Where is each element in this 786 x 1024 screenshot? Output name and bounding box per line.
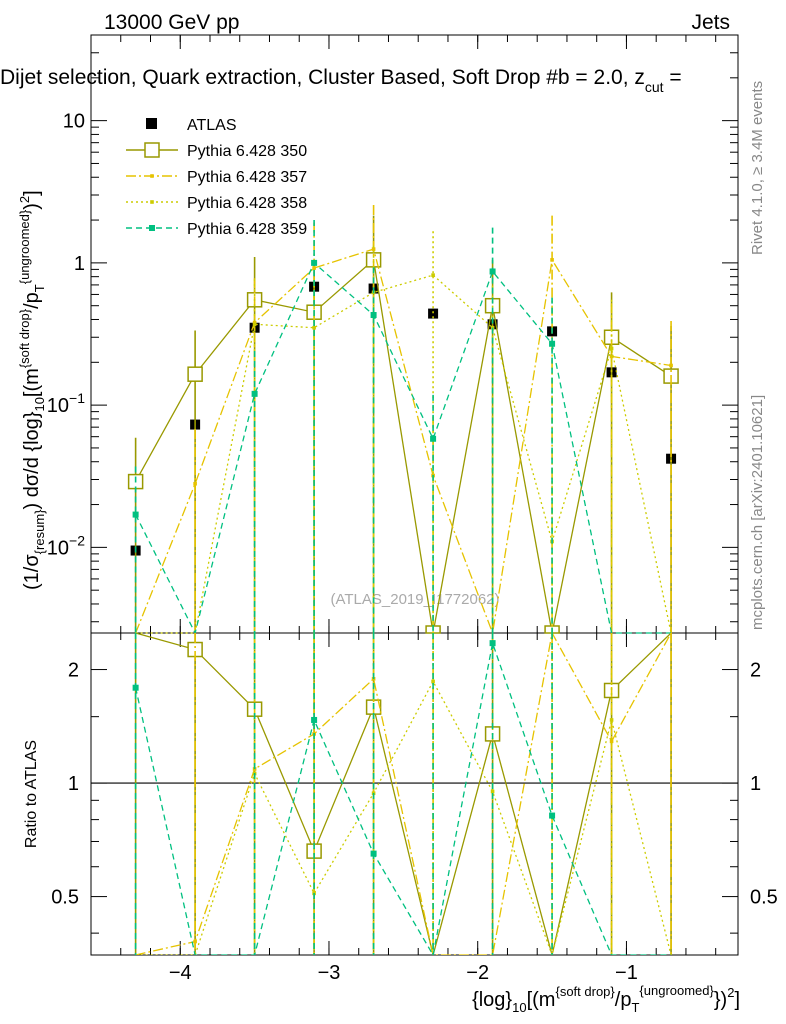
x-tick-label: −3 [318,962,341,984]
legend: ATLAS Pythia 6.428 350 Pythia 6.428 357 Pyt… [126,117,307,238]
marker-p358 [431,273,435,277]
ratio-marker-p358 [609,718,614,722]
marker-p357 [550,258,554,262]
y-tick-label-main: 10 [63,111,85,133]
ratio-marker-p359 [370,850,377,857]
chart-title: Dijet selection, Quark extraction, Clust… [0,66,682,95]
x-tick-label: −4 [169,962,192,984]
legend-marker-atlas [146,118,157,129]
y-tick-label-main: 10−2 [47,532,85,559]
ratio-marker-p359 [489,640,496,647]
axis-ticks: −4 −3 −2 −1 10 1 10−1 10−2 2 2 1 1 0.5 0.5 [47,34,778,984]
ratio-marker-p359 [132,684,139,691]
marker-p358 [312,325,316,330]
ratio-series-layer [132,633,672,955]
ratio-line-p357 [135,633,672,955]
svg-text:(1/σ{resum}) dσ/d {log}10[(m{s: (1/σ{resum}) dσ/d {log}10[(m{soft drop}/… [17,190,47,590]
ratio-series-clipped [132,633,672,955]
marker-p357 [669,363,673,368]
y-tick-label-ratio: 1 [68,773,79,795]
ylabel-main: (1/σ{resum}) dσ/d {log}10[(m{soft drop}/… [17,190,47,590]
legend-label-p358: Pythia 6.428 358 [187,195,307,212]
marker-p358 [609,346,614,351]
series-line-p350 [135,258,672,634]
ratio-marker-p358 [490,789,495,794]
marker-p359 [549,340,556,347]
ratio-marker-p359 [549,812,556,819]
legend-marker-p350 [144,142,160,158]
legend-label-p350: Pythia 6.428 350 [187,143,307,160]
x-tick-label: −1 [615,962,638,984]
ratio-line-p359 [134,640,672,955]
ratio-marker-p358 [431,679,435,684]
header-left: 13000 GeV pp [104,11,239,34]
header-right: Jets [691,11,730,34]
rivet-label: Rivet 4.1.0, ≥ 3.4M events [749,81,766,255]
watermark: (ATLAS_2019_I1772062) [330,591,499,608]
marker-p357 [371,247,376,251]
legend-marker-p358 [150,200,154,204]
marker-atlas [428,308,439,319]
y-tick-label-ratio: 0.5 [51,887,79,909]
ylabel-ratio: Ratio to ATLAS [23,740,40,848]
marker-p350 [187,366,203,382]
legend-label-atlas: ATLAS [187,117,237,134]
ratio-marker-p357 [609,739,614,744]
ratio-line-p350 [135,633,672,955]
series-line-p359 [135,261,672,635]
marker-p359 [132,511,139,518]
legend-marker-p359 [149,225,155,231]
mcplots-label: mcplots.cern.ch [arXiv:2401.10621] [749,395,766,630]
series-line-p358 [135,274,672,634]
marker-p359 [489,268,496,275]
y-tick-label-ratio-right: 0.5 [750,887,778,909]
y-tick-label-ratio-right: 1 [750,773,761,795]
marker-p359 [430,435,437,442]
marker-p359 [370,312,377,319]
marker-p357 [312,266,316,270]
marker-p358 [252,322,257,327]
marker-p359 [251,390,258,397]
x-tick-label: −2 [466,962,489,984]
legend-label-p357: Pythia 6.428 357 [187,169,307,186]
ratio-plot-frame [90,632,739,956]
ratio-marker-p359 [311,716,318,723]
y-tick-label-main: 1 [74,253,85,275]
y-tick-label-main: 10−1 [47,390,85,417]
y-tick-label-ratio-right: 2 [750,660,761,682]
ratio-marker-p357 [193,939,197,944]
legend-marker-p357 [150,174,154,178]
xlabel: {log}10[(m{soft drop}/pT{ungroomed}})2] [472,983,740,1015]
legend-label-p359: Pythia 6.428 359 [187,221,307,238]
main-series-layer [127,205,679,636]
y-tick-label-ratio: 2 [68,660,79,682]
marker-p359 [311,259,318,266]
marker-p357 [193,481,197,486]
